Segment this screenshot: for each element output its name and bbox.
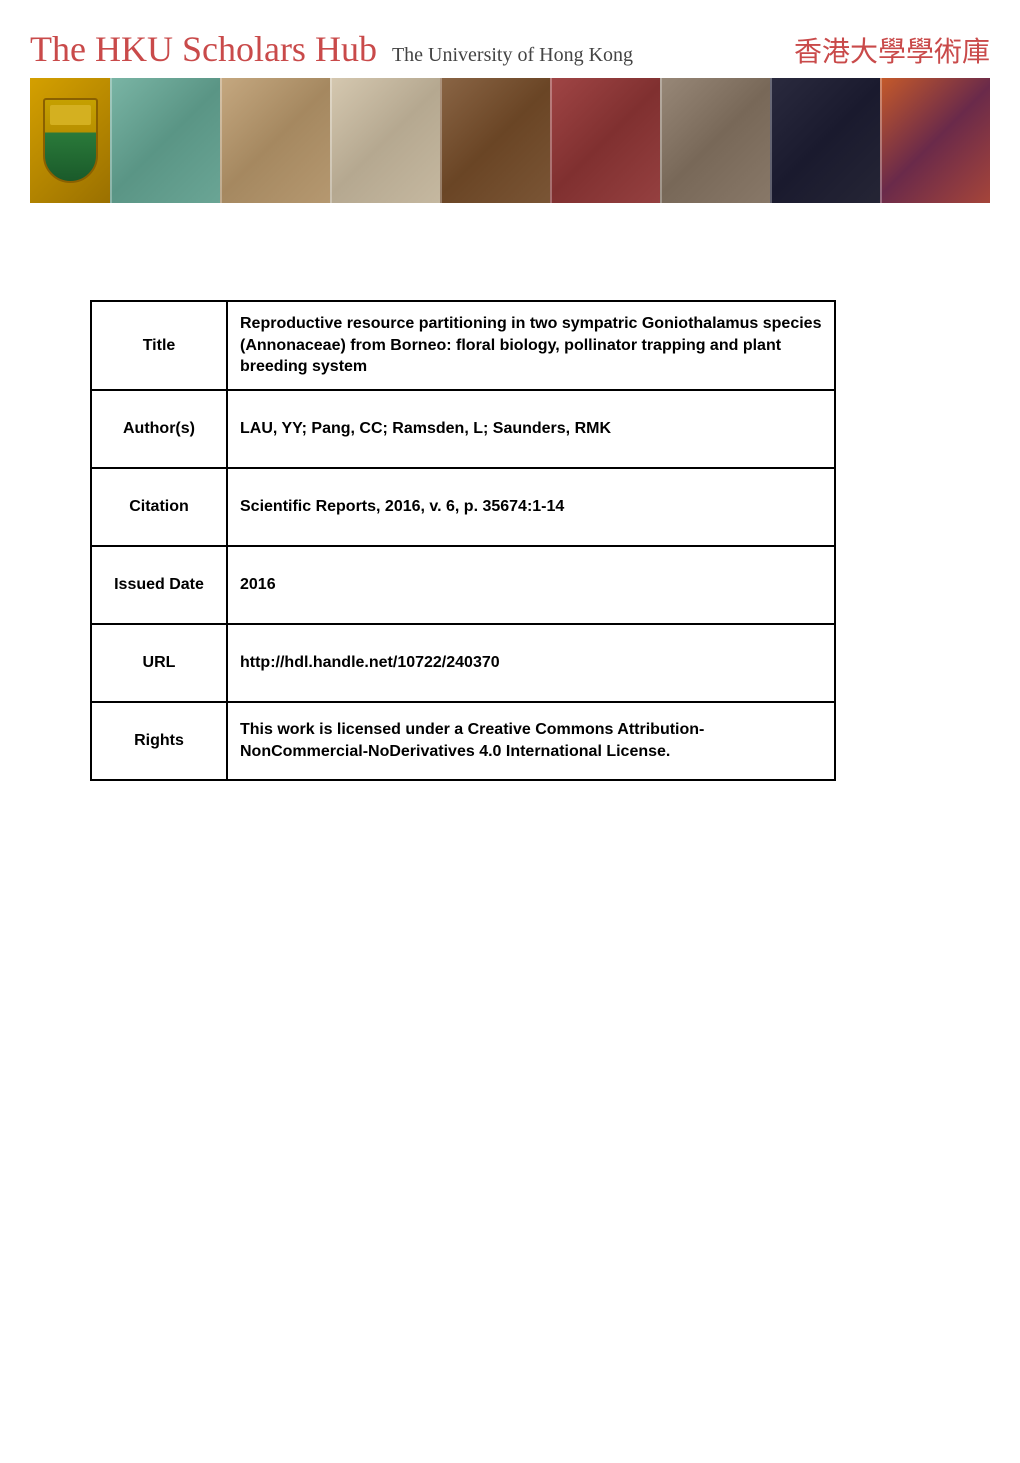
table-row: Title Reproductive resource partitioning…	[91, 301, 835, 390]
field-value-title: Reproductive resource partitioning in tw…	[227, 301, 835, 390]
table-row: Citation Scientific Reports, 2016, v. 6,…	[91, 468, 835, 546]
banner-tile	[440, 78, 550, 203]
chinese-title: 香港大學學術庫	[794, 30, 990, 70]
field-label-citation: Citation	[91, 468, 227, 546]
banner-tile	[110, 78, 220, 203]
banner-tile	[770, 78, 880, 203]
banner-tile	[330, 78, 440, 203]
url-link[interactable]: http://hdl.handle.net/10722/240370	[240, 654, 500, 671]
banner-tile	[550, 78, 660, 203]
header-text-row: The HKU Scholars Hub The University of H…	[30, 20, 990, 78]
metadata-table: Title Reproductive resource partitioning…	[90, 300, 836, 781]
field-label-title: Title	[91, 301, 227, 390]
field-value-citation: Scientific Reports, 2016, v. 6, p. 35674…	[227, 468, 835, 546]
banner-tile	[880, 78, 990, 203]
field-label-url: URL	[91, 624, 227, 702]
field-value-issued-date: 2016	[227, 546, 835, 624]
table-row: Rights This work is licensed under a Cre…	[91, 702, 835, 780]
field-value-authors: LAU, YY; Pang, CC; Ramsden, L; Saunders,…	[227, 390, 835, 468]
banner-photo-strip	[30, 78, 990, 203]
banner-tile	[220, 78, 330, 203]
university-crest-icon	[43, 98, 98, 183]
page-container: The HKU Scholars Hub The University of H…	[0, 20, 1020, 1463]
table-row: Author(s) LAU, YY; Pang, CC; Ramsden, L;…	[91, 390, 835, 468]
table-row: URL http://hdl.handle.net/10722/240370	[91, 624, 835, 702]
banner-tile	[660, 78, 770, 203]
field-label-rights: Rights	[91, 702, 227, 780]
field-label-authors: Author(s)	[91, 390, 227, 468]
university-name: The University of Hong Kong	[392, 44, 633, 67]
header-banner: The HKU Scholars Hub The University of H…	[30, 20, 990, 203]
field-label-issued-date: Issued Date	[91, 546, 227, 624]
university-crest-area	[30, 78, 110, 203]
hub-title: The HKU Scholars Hub	[30, 28, 377, 70]
field-value-url: http://hdl.handle.net/10722/240370	[227, 624, 835, 702]
field-value-rights: This work is licensed under a Creative C…	[227, 702, 835, 780]
table-row: Issued Date 2016	[91, 546, 835, 624]
